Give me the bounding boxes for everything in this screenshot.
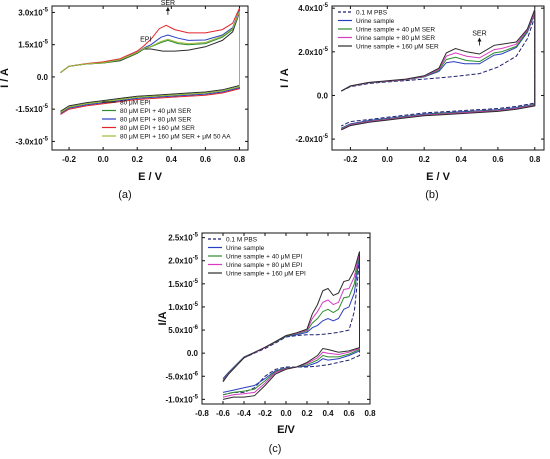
legend-label: Urine sample [356, 18, 395, 25]
series-line [222, 251, 360, 400]
legend-label: Urine sample [226, 245, 265, 252]
y-tick-label: -1.0x10-5 [166, 394, 199, 404]
legend-label: 0.1 M PBS [356, 10, 388, 17]
y-tick-label: -3.0x10-5 [16, 136, 49, 146]
y-tick-exponent: -5 [323, 3, 329, 9]
y-tick-label: 1.5x10-5 [18, 40, 48, 50]
x-tick-label: -0.2 [344, 155, 358, 164]
y-tick-label: -5.0x10-6 [166, 371, 199, 381]
annotation-arrowhead [165, 6, 170, 11]
legend-label: Urine sample + 160 μM SER [356, 44, 439, 51]
x-tick-label: 0.4 [322, 409, 334, 418]
legend-label: Urine sample + 80 μM EPI [226, 262, 302, 269]
y-tick-label: 2.0x10-5 [298, 47, 328, 57]
y-tick-label: 1.0x10-5 [168, 302, 198, 312]
legend-label: 80 μM EPI [120, 100, 151, 107]
panel-a: (a) -0.2 0.0 0.2 0.4 0.6 0.8 -3.0x10-5 -1.5x10-… [0, 0, 249, 201]
y-tick-exponent: -6 [193, 371, 199, 377]
x-tick-label: 0.0 [382, 155, 394, 164]
y-tick-exponent: -5 [193, 394, 199, 400]
annotation: SER [472, 30, 486, 37]
y-axis-label: I/A [157, 311, 169, 325]
legend-label: 80 μM EPI + 160 μM SER [120, 125, 195, 132]
y-tick-exponent: -5 [43, 136, 49, 142]
y-tick-label: 3.0x10-5 [18, 7, 48, 17]
y-tick-label: 0.0 [37, 73, 49, 82]
x-tick-label: 0.4 [455, 155, 467, 164]
x-tick-label: 0.2 [301, 409, 313, 418]
x-tick-label: -0.6 [216, 409, 230, 418]
panel-a-caption: (a) [118, 189, 131, 201]
series-line [222, 256, 360, 393]
series-line [60, 10, 240, 114]
x-axis-label: E/V [277, 424, 295, 436]
x-tick-label: 0.6 [343, 409, 355, 418]
y-tick-exponent: -5 [193, 256, 199, 262]
x-tick-label: -0.4 [237, 409, 251, 418]
panel-b: (b) -0.2 0.0 0.2 0.4 0.6 0.8 -2.0x10-5 0.0 2.0x1… [279, 3, 545, 201]
x-axis-label: E / V [426, 171, 451, 183]
y-tick-label: 2.5x10-5 [168, 233, 198, 243]
y-axis-label: I / A [279, 68, 291, 88]
legend-label: Urine sample + 80 μM SER [356, 35, 435, 42]
x-axis-label: E / V [138, 171, 163, 183]
plot-frame [331, 5, 545, 151]
legend-label: Urine sample + 40 μM EPI [226, 254, 302, 261]
series-line [60, 7, 240, 115]
legend-label: Urine sample + 160 μM EPI [226, 271, 306, 278]
x-tick-label: 0.8 [234, 155, 246, 164]
series-line [222, 260, 360, 396]
y-tick-label: 2.0x10-5 [168, 256, 198, 266]
legend-label: 0.1 M PBS [226, 237, 258, 244]
x-tick-label: 0.2 [419, 155, 431, 164]
x-tick-label: 0.2 [132, 155, 144, 164]
plot-frame [51, 5, 249, 151]
series-line [60, 11, 240, 113]
annotation: SER [161, 0, 175, 7]
x-tick-label: 0.8 [529, 155, 541, 164]
legend-label: Urine sample + 40 μM SER [356, 27, 435, 34]
y-tick-exponent: -5 [43, 7, 49, 13]
annotation-arrowhead [477, 37, 482, 42]
series-line [340, 9, 536, 131]
x-tick-label: 0.0 [98, 155, 110, 164]
x-tick-label: 0.4 [166, 155, 178, 164]
y-tick-exponent: -5 [323, 47, 329, 53]
y-tick-label: 4.0x10-5 [298, 3, 328, 13]
panel-c-caption: (c) [269, 443, 282, 455]
x-tick-label: -0.8 [195, 409, 209, 418]
y-tick-label: -1.5x10-5 [16, 104, 49, 114]
y-tick-exponent: -5 [323, 134, 329, 140]
legend-label: 80 μM EPI + 80 μM SER [120, 117, 192, 124]
legend-label: 80 μM EPI + 160 μM SER + μM 50 AA [120, 134, 231, 141]
y-tick-exponent: -5 [193, 279, 199, 285]
y-tick-label: 1.5x10-5 [168, 279, 198, 289]
x-tick-label: 0.6 [200, 155, 212, 164]
y-axis-label: I / A [0, 68, 11, 88]
y-tick-label: -2.0x10-5 [296, 134, 329, 144]
x-tick-label: 0.0 [280, 409, 292, 418]
y-tick-exponent: -6 [193, 325, 199, 331]
y-tick-label: 0.0 [187, 349, 199, 358]
y-tick-label: 0.0 [317, 91, 329, 100]
annotation: EPI [140, 36, 151, 43]
y-tick-exponent: -5 [193, 302, 199, 308]
x-tick-label: 0.6 [492, 155, 504, 164]
panel-b-caption: (b) [425, 189, 438, 201]
x-tick-label: -0.2 [258, 409, 272, 418]
y-tick-exponent: -5 [43, 104, 49, 110]
x-tick-label: 0.8 [364, 409, 376, 418]
y-tick-label: 5.0x10-6 [168, 325, 198, 335]
panel-c: (c) -0.8 -0.6 -0.4 -0.2 0.0 0.2 0.4 0.6 0.8 -1.0x… [157, 232, 376, 455]
y-tick-exponent: -5 [43, 40, 49, 46]
x-tick-label: -0.2 [62, 155, 76, 164]
legend-label: 80 μM EPI + 40 μM SER [120, 108, 192, 115]
y-tick-exponent: -5 [193, 233, 199, 239]
